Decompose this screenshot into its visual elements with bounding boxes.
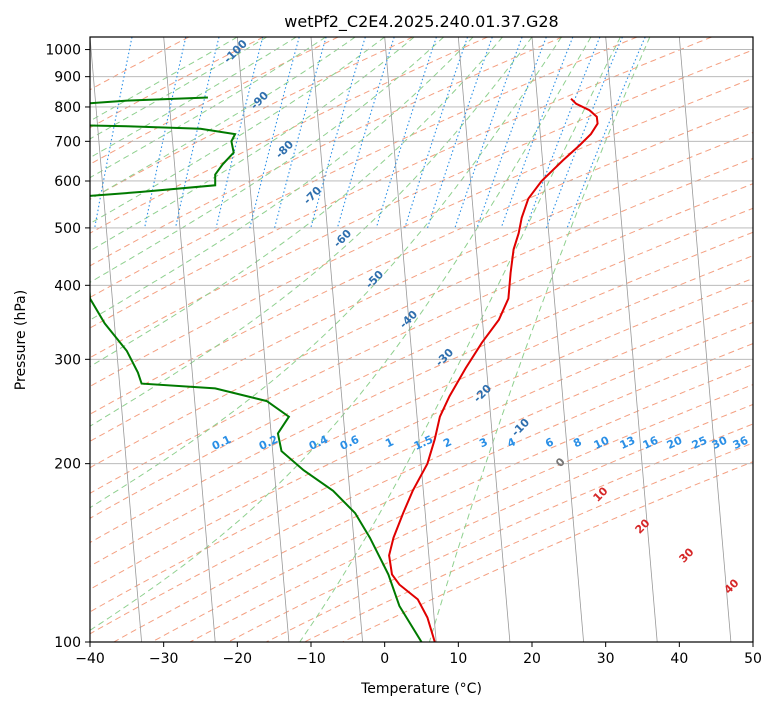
mixing-ratio-line [375, 37, 437, 229]
mixing-ratio-line [144, 37, 187, 229]
mixing-ratio-label: 16 [641, 434, 661, 452]
moist-adiabat-line [90, 37, 533, 427]
dry-adiabat-line [189, 384, 753, 642]
sounding-series [90, 96, 599, 642]
mixing-ratio-line [525, 37, 601, 229]
mixing-ratio-line [94, 37, 133, 228]
mixing-ratio-line [174, 37, 220, 229]
mixing-ratio-label: 36 [731, 434, 751, 452]
dry-adiabat-line [90, 255, 753, 567]
x-tick-label: −40 [75, 651, 105, 667]
x-tick-label: −10 [296, 651, 326, 667]
y-tick-label: 900 [54, 70, 81, 86]
dry-adiabat-line [90, 183, 753, 494]
moist-adiabat-line [90, 37, 356, 200]
moist-adiabat-line [299, 37, 621, 642]
mixing-ratio-lines [94, 37, 646, 229]
dry-adiabat-line [90, 37, 264, 129]
dry-adiabat-line [113, 343, 753, 642]
mixing-ratio-label: 10 [592, 434, 612, 452]
moist-adiabat-line [90, 37, 415, 252]
mixing-ratio-label: 30 [710, 434, 730, 452]
x-tick-label: 20 [523, 651, 541, 667]
dry-adiabat-line [90, 37, 339, 165]
temperature-line [388, 97, 599, 642]
x-axis-label: Temperature (°C) [360, 681, 482, 697]
isotherm-line [384, 37, 437, 642]
mixing-ratio-line [426, 37, 493, 229]
mixing-ratio-label: 20 [665, 434, 685, 452]
dry-adiabat-line [90, 207, 753, 519]
isotherm-line [531, 37, 584, 642]
dry-adiabat-line [90, 131, 753, 442]
moist-adiabat-line [90, 37, 238, 122]
x-tick-label: 40 [670, 651, 688, 667]
x-tick-label: −30 [149, 651, 179, 667]
dry-adiabat-line [90, 77, 753, 387]
dry-adiabat-line [90, 37, 712, 329]
mixing-ratio-label: 13 [618, 434, 637, 452]
mixing-ratio-line [215, 37, 264, 229]
moist-adiabat-line [90, 37, 444, 283]
mixing-ratio-line [249, 37, 300, 229]
dry-adiabat-line [90, 49, 753, 359]
pressure-gridlines [90, 49, 753, 642]
y-tick-label: 200 [54, 457, 81, 473]
mixing-ratio-line [454, 37, 523, 229]
chart-title: wetPf2_C2E4.2025.240.01.37.G28 [284, 12, 558, 32]
x-tick-label: 50 [744, 651, 762, 667]
isotherm-line [678, 37, 732, 642]
x-tick-label: 0 [380, 651, 389, 667]
mixing-ratio-line [566, 37, 646, 229]
mixing-ratio-line [274, 37, 327, 229]
isotherm-line [310, 37, 363, 642]
y-tick-label: 800 [54, 100, 81, 116]
y-tick-label: 300 [54, 352, 81, 368]
moist-adiabat-line [90, 37, 297, 159]
y-axis-ticks: 100 200 300 400 500 600 700 800 900 1000 [45, 43, 90, 651]
y-tick-label: 400 [54, 278, 81, 294]
dry-adiabat-line [90, 321, 753, 635]
y-tick-label: 1000 [45, 43, 81, 59]
mixing-ratio-line [476, 37, 547, 229]
mixing-ratio-line [404, 37, 469, 229]
y-tick-label: 100 [54, 635, 81, 651]
isotherm-line [236, 37, 290, 642]
plot-frame [89, 36, 754, 643]
y-tick-label: 500 [54, 221, 81, 237]
moist-adiabats [90, 37, 651, 642]
moist-adiabat-line [90, 37, 385, 225]
x-tick-label: 30 [597, 651, 615, 667]
mixing-ratio-line [545, 37, 623, 229]
isotherm-line [605, 37, 658, 642]
moist-adiabat-line [428, 37, 651, 642]
mixing-ratio-line [500, 37, 574, 229]
moist-adiabat-line [90, 37, 268, 140]
dry-adiabat-line [90, 37, 488, 234]
mixing-ratio-line [310, 37, 366, 229]
x-axis-ticks: −40 −30 −20 −10 0 10 20 30 40 50 [75, 642, 762, 667]
y-tick-label: 700 [54, 134, 81, 150]
y-axis-label: Pressure (hPa) [13, 290, 29, 390]
mixing-ratio-label: 25 [690, 434, 709, 452]
isotherms [90, 37, 753, 642]
mixing-ratio-line [336, 37, 395, 229]
x-tick-label: 10 [449, 651, 467, 667]
dry-adiabat-line [90, 157, 753, 469]
dewpoint-line [90, 96, 423, 642]
y-tick-label: 600 [54, 174, 81, 190]
moist-adiabat-line [90, 37, 592, 631]
moist-adiabat-line [90, 37, 562, 509]
isotherm-line [90, 37, 142, 642]
x-tick-label: −20 [223, 651, 253, 667]
isotherm-line [163, 37, 216, 642]
dry-adiabat-line [90, 277, 753, 590]
